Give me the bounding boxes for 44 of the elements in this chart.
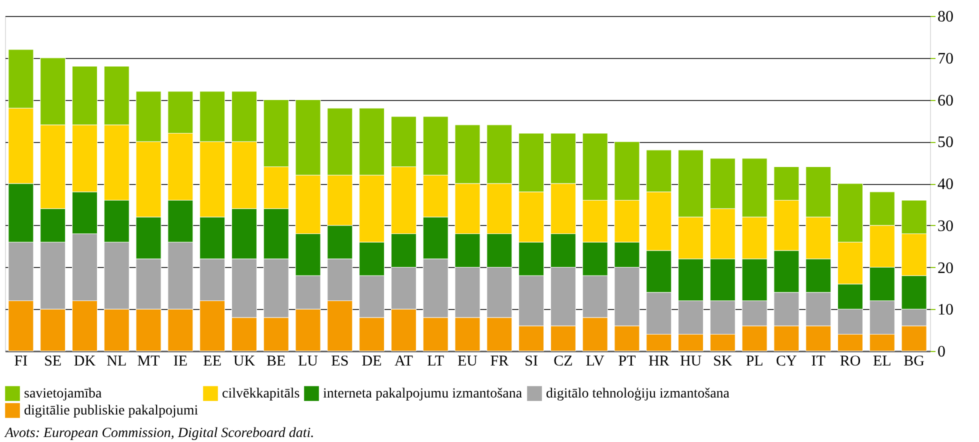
x-tick-label: EE xyxy=(203,354,222,370)
x-tick-label: BE xyxy=(266,354,286,370)
y-tick-label: 20 xyxy=(938,260,954,277)
legend-label: savietojamība xyxy=(24,386,103,402)
x-tick-label: SE xyxy=(44,354,62,370)
x-tick-label: LV xyxy=(586,354,605,370)
x-tick-label: AT xyxy=(394,354,413,370)
x-tick-label: HU xyxy=(680,354,702,370)
legend-label: digitālie publiskie pakalpojumi xyxy=(24,404,198,418)
x-tick-label: ES xyxy=(331,354,349,370)
x-tick-label: FR xyxy=(490,354,509,370)
x-tick-label: IE xyxy=(173,354,188,370)
x-tick-label: EU xyxy=(458,354,478,370)
x-tick-label: CY xyxy=(776,354,798,370)
x-tick-label: NL xyxy=(106,354,127,370)
x-tick-label: IT xyxy=(811,354,826,370)
y-tick-label: 80 xyxy=(938,8,954,26)
x-tick-label: HR xyxy=(648,354,670,370)
x-tick-label: DE xyxy=(362,354,382,370)
text: Avots: European Commission, Digital Scoreboard dati. xyxy=(4,426,314,441)
legend-label: digitālo tehnoloģiju izmantošana xyxy=(546,386,730,402)
x-tick-label: PL xyxy=(746,354,764,370)
x-tick-label: RO xyxy=(840,354,861,370)
x-tick-label: BG xyxy=(904,354,925,370)
legend-label: cilvēkkapitāls xyxy=(222,386,300,402)
legend-label: interneta pakalpojumu izmantošana xyxy=(323,386,523,402)
x-tick-label: UK xyxy=(233,354,256,370)
x-tick-label: MT xyxy=(137,354,160,370)
y-tick-label: 40 xyxy=(938,176,954,193)
x-tick-label: CZ xyxy=(554,354,573,370)
x-tick-label: LT xyxy=(427,354,444,370)
y-tick-label: 60 xyxy=(938,92,954,110)
x-tick-label: DK xyxy=(74,354,96,370)
x-tick-label: FI xyxy=(14,354,28,370)
y-tick-label: 50 xyxy=(938,134,954,152)
x-tick-label: PT xyxy=(618,354,636,370)
y-tick-label: 0 xyxy=(938,344,946,360)
x-tick-label: LU xyxy=(298,354,318,370)
y-tick-label: 30 xyxy=(938,218,954,235)
x-tick-label: SI xyxy=(524,354,538,370)
y-tick-label: 10 xyxy=(938,302,954,319)
x-tick-label: SK xyxy=(713,354,732,370)
y-tick-label: 70 xyxy=(938,50,954,68)
x-tick-label: EL xyxy=(872,354,892,370)
